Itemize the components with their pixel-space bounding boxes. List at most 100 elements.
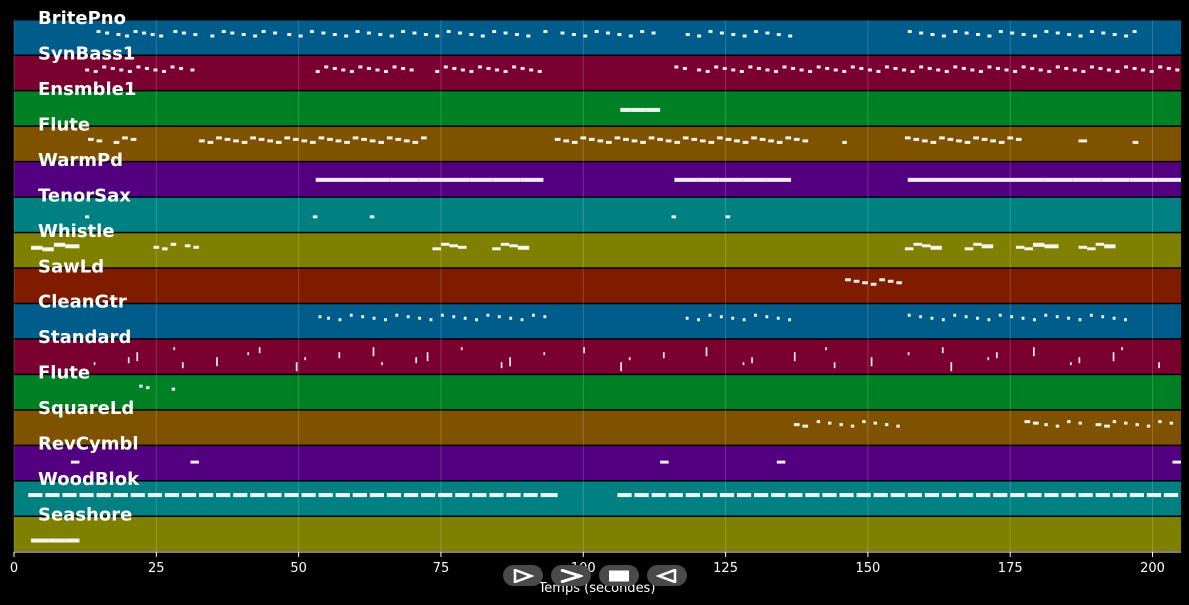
note-mark — [190, 68, 195, 72]
note-mark — [460, 347, 463, 351]
note-mark — [298, 34, 303, 38]
note-mark — [660, 460, 669, 464]
note-mark — [927, 66, 932, 70]
note-mark — [1095, 242, 1105, 246]
note-mark — [503, 31, 508, 35]
note-mark — [497, 315, 501, 319]
note-mark — [312, 215, 318, 219]
note-mark — [1101, 315, 1105, 319]
note-mark — [1129, 177, 1159, 182]
note-mark — [1078, 139, 1088, 143]
track-label: Ensmble1 — [38, 79, 136, 100]
note-mark — [717, 136, 723, 140]
note-mark — [645, 107, 661, 112]
note-mark — [833, 68, 838, 72]
note-mark — [705, 347, 708, 357]
note-mark — [517, 245, 530, 250]
note-mark — [146, 386, 150, 390]
note-mark — [492, 247, 501, 251]
note-mark — [825, 347, 827, 351]
note-mark — [401, 30, 406, 33]
note-mark — [788, 318, 792, 322]
note-mark — [714, 65, 719, 69]
note-mark — [1055, 315, 1059, 319]
note-mark — [275, 140, 282, 144]
note-mark — [31, 538, 49, 543]
note-mark — [870, 282, 877, 286]
note-mark — [125, 34, 129, 38]
note-mark — [719, 315, 723, 319]
note-mark — [532, 313, 535, 317]
track-band — [14, 446, 1181, 481]
note-mark — [1032, 421, 1039, 425]
note-mark — [640, 140, 646, 144]
note-mark — [250, 136, 256, 140]
note-mark — [930, 33, 935, 36]
note-mark — [1121, 347, 1123, 351]
note-mark — [628, 34, 633, 38]
note-mark — [842, 69, 847, 73]
note-mark — [1163, 493, 1179, 498]
note-mark — [375, 68, 380, 72]
note-mark — [1021, 65, 1026, 69]
note-mark — [751, 136, 757, 140]
note-mark — [884, 423, 889, 427]
note-mark — [754, 313, 757, 317]
note-mark — [606, 140, 612, 144]
note-mark — [216, 136, 222, 140]
play-button[interactable] — [503, 565, 543, 586]
note-mark — [386, 136, 393, 140]
note-mark — [1169, 421, 1174, 425]
note-mark — [31, 245, 43, 250]
note-mark — [554, 137, 561, 141]
note-mark — [1101, 177, 1130, 182]
track-label: SquareLd — [38, 398, 134, 419]
note-mark — [825, 66, 830, 70]
note-mark — [583, 347, 585, 354]
note-mark — [1021, 33, 1026, 36]
note-mark — [662, 352, 665, 359]
note-mark — [1032, 34, 1037, 38]
note-mark — [902, 68, 907, 72]
note-mark — [181, 31, 186, 35]
note-mark — [435, 34, 440, 38]
note-mark — [776, 33, 781, 36]
rewind-button[interactable] — [647, 565, 687, 586]
note-mark — [1089, 30, 1094, 33]
note-mark — [930, 177, 959, 182]
note-mark — [520, 177, 544, 182]
forward-button[interactable] — [551, 565, 591, 586]
note-mark — [808, 69, 813, 73]
stop-button[interactable] — [599, 565, 639, 586]
note-mark — [1158, 177, 1181, 182]
note-mark — [1132, 140, 1139, 144]
note-mark — [1030, 66, 1035, 70]
note-mark — [173, 30, 178, 33]
note-mark — [759, 137, 766, 141]
note-mark — [458, 31, 463, 35]
note-mark — [697, 34, 702, 38]
note-mark — [913, 242, 922, 246]
note-mark — [401, 66, 406, 70]
track-band — [14, 126, 1181, 161]
note-mark — [921, 244, 931, 248]
track-bands — [14, 20, 1181, 551]
note-mark — [130, 137, 137, 141]
note-mark — [318, 493, 333, 498]
note-mark — [1024, 247, 1033, 251]
note-mark — [173, 347, 176, 351]
note-mark — [1124, 421, 1128, 425]
note-mark — [136, 352, 139, 362]
note-mark — [719, 31, 724, 35]
note-mark — [127, 357, 130, 364]
track-label: Whistle — [38, 221, 115, 242]
note-mark — [870, 357, 873, 367]
note-mark — [1072, 68, 1077, 72]
note-mark — [88, 137, 94, 141]
track-band — [14, 339, 1181, 374]
track-band — [14, 91, 1181, 126]
note-mark — [617, 33, 622, 36]
note-mark — [719, 493, 735, 498]
note-mark — [987, 65, 992, 69]
note-mark — [1069, 362, 1072, 366]
